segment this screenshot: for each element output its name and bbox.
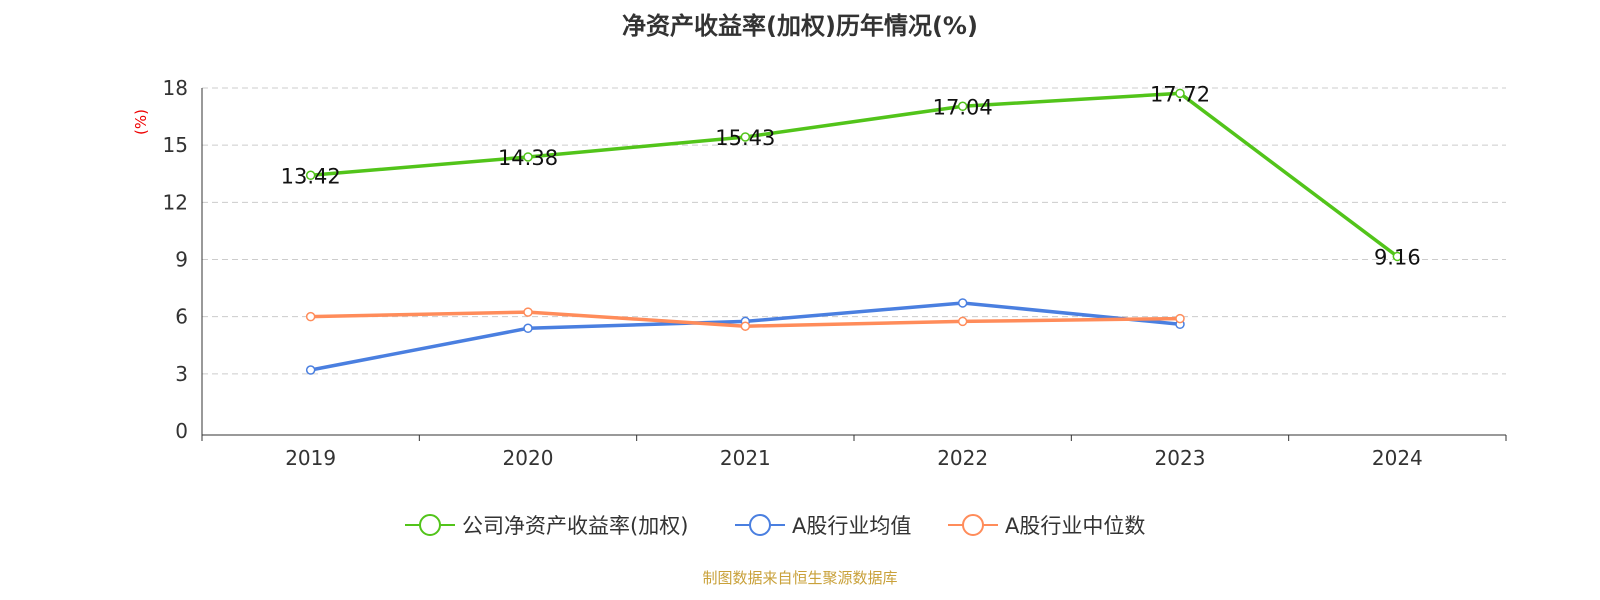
legend-label: 公司净资产收益率(加权) — [462, 514, 688, 538]
data-point — [523, 152, 533, 162]
x-tick-label: 2022 — [937, 446, 988, 470]
data-point — [957, 298, 968, 308]
legend-label: A股行业均值 — [792, 514, 911, 538]
x-tick-label: 2024 — [1372, 446, 1423, 470]
data-label: 17.04 — [933, 95, 993, 119]
data-label: 9.16 — [1374, 245, 1421, 269]
data-point — [523, 323, 533, 334]
legend-marker — [749, 514, 771, 536]
x-tick-label: 2020 — [503, 446, 554, 470]
legend-marker — [962, 514, 984, 536]
y-tick-label: 0 — [175, 419, 188, 443]
data-point — [1175, 313, 1185, 324]
data-point — [305, 311, 316, 322]
data-point — [305, 170, 316, 181]
data-point — [523, 307, 533, 317]
data-label: 14.38 — [498, 146, 558, 170]
data-label: 17.72 — [1150, 82, 1210, 106]
x-tick-label: 2021 — [720, 446, 771, 470]
data-point — [740, 321, 751, 331]
data-point — [740, 132, 751, 142]
line-chart: 0 3 6 9 12 15 18 2019 2020 2021 2022 2023 2024 (%) 13.… — [132, 76, 1507, 538]
data-point — [957, 101, 968, 112]
y-tick-label: 9 — [175, 248, 188, 272]
data-point — [1392, 251, 1403, 262]
y-tick-label: 18 — [163, 76, 188, 100]
data-label: 15.43 — [715, 126, 775, 150]
series-line — [310, 91, 1399, 258]
data-point — [305, 365, 316, 375]
data-point — [1175, 88, 1185, 99]
x-tick-label: 2019 — [285, 446, 336, 470]
y-tick-label: 6 — [175, 305, 188, 329]
data-point — [957, 316, 968, 327]
data-source: 制图数据来自恒生聚源数据库 — [702, 569, 898, 587]
chart-title: 净资产收益率(加权)历年情况(%) — [622, 12, 978, 40]
legend-marker — [419, 514, 441, 536]
x-tick-label: 2023 — [1155, 446, 1206, 470]
y-tick-label: 12 — [163, 190, 188, 214]
data-label: 13.42 — [281, 164, 341, 188]
legend-label: A股行业中位数 — [1005, 514, 1145, 538]
y-tick-label: 15 — [163, 133, 188, 157]
y-tick-label: 3 — [175, 362, 188, 386]
y-axis-label: (%) — [132, 109, 150, 135]
